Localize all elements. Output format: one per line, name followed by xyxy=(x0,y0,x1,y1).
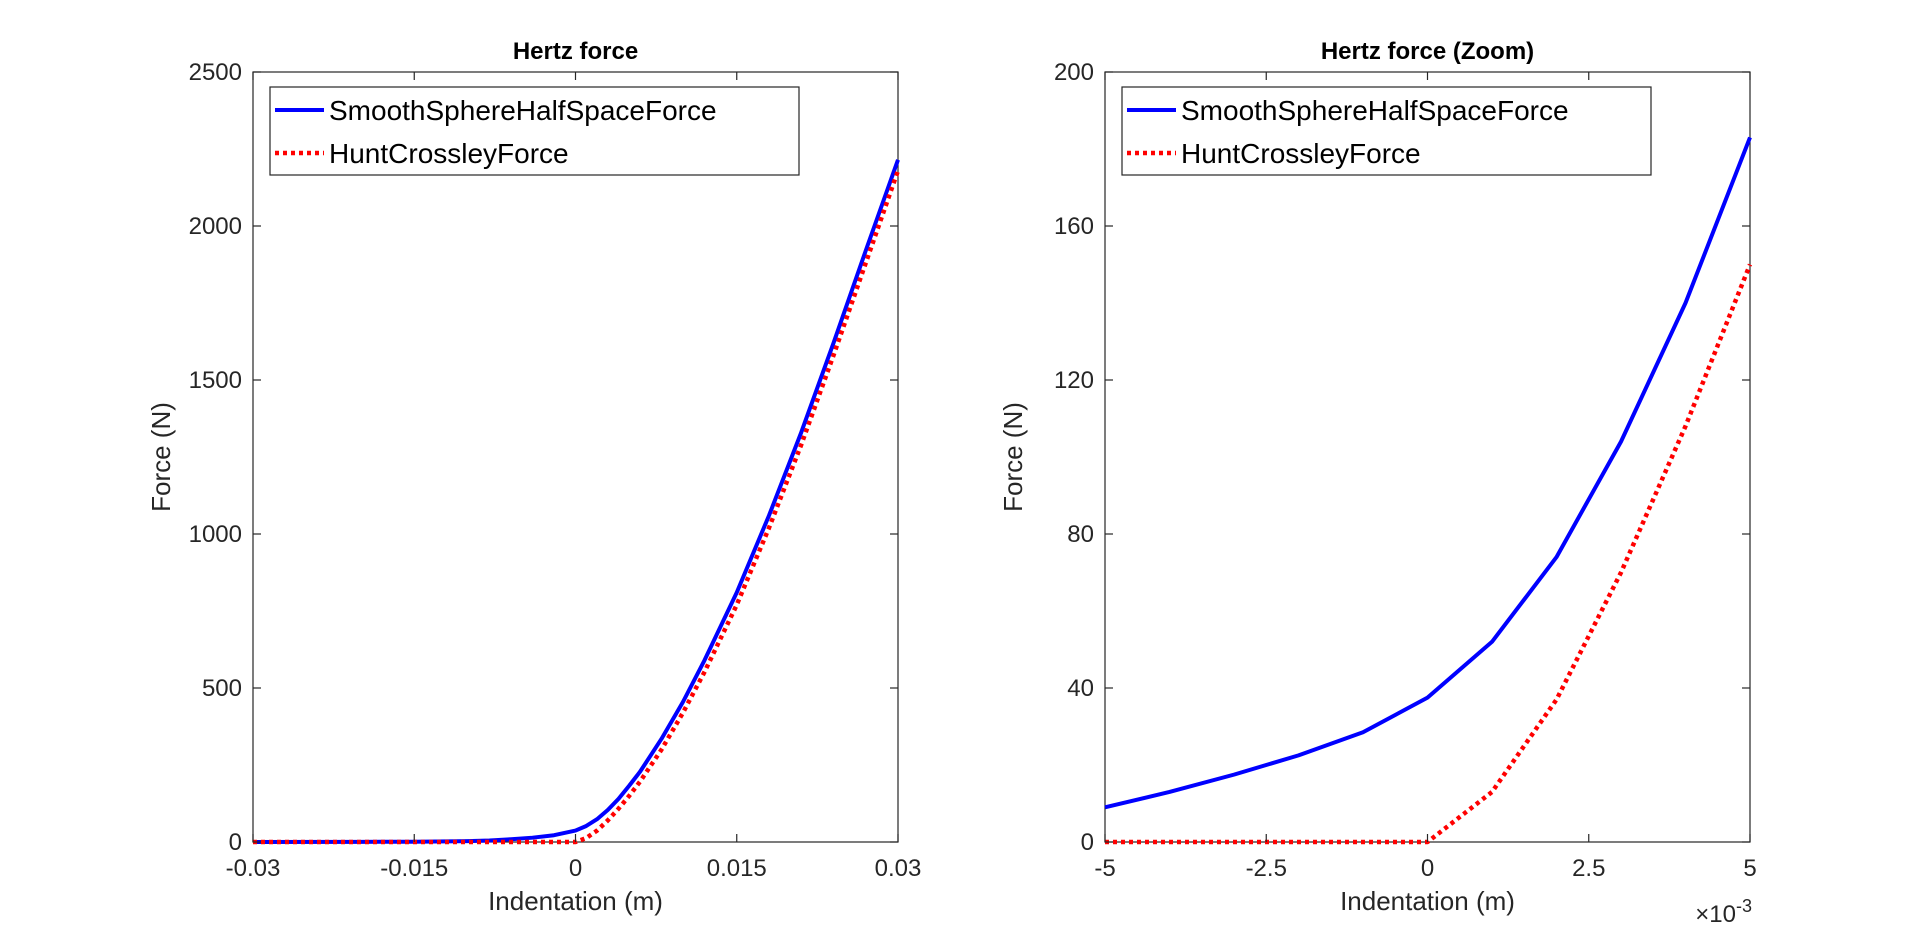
chart-1-y-tick-label: 1000 xyxy=(189,521,242,548)
chart-2-y-tick-label: 200 xyxy=(1054,59,1094,86)
chart-1: -0.03 -0.015 0 0.015 0.03 0 500 1000 1500 2000 250… xyxy=(146,38,921,916)
chart-1-legend-label-hunt-crossley: HuntCrossleyForce xyxy=(329,138,569,169)
chart-2-title: Hertz force (Zoom) xyxy=(1321,38,1534,65)
chart-2-legend: SmoothSphereHalfSpaceForce HuntCrossleyFo… xyxy=(1121,86,1652,176)
chart-2-x-exponent: ×10-3 xyxy=(1695,896,1752,928)
chart-2-y-tick-label: 80 xyxy=(1067,521,1094,548)
chart-1-x-tick-label: 0.03 xyxy=(875,855,922,882)
chart-2-plot-area xyxy=(1104,71,1751,843)
chart-1-y-tick-label: 2000 xyxy=(189,213,242,240)
chart-1-y-axis-label: Force (N) xyxy=(146,402,176,512)
chart-1-x-tick-label: -0.03 xyxy=(226,855,281,882)
chart-2: -5 -2.5 0 2.5 5 0 40 80 120 160 200 Hertz force (Zo… xyxy=(998,38,1757,928)
chart-1-plot-area xyxy=(252,71,899,843)
chart-1-x-tick-label: 0 xyxy=(569,855,582,882)
chart-2-x-axis-label: Indentation (m) xyxy=(1340,886,1515,916)
chart-2-x-tick-label: 2.5 xyxy=(1572,855,1605,882)
chart-1-title: Hertz force xyxy=(513,38,638,65)
chart-2-legend-label-smooth-sphere: SmoothSphereHalfSpaceForce xyxy=(1181,95,1569,126)
chart-2-x-tick-label: -5 xyxy=(1094,855,1115,882)
chart-1-legend-label-smooth-sphere: SmoothSphereHalfSpaceForce xyxy=(329,95,717,126)
chart-2-legend-label-hunt-crossley: HuntCrossleyForce xyxy=(1181,138,1421,169)
chart-1-y-tick-label: 2500 xyxy=(189,59,242,86)
chart-1-legend: SmoothSphereHalfSpaceForce HuntCrossleyFo… xyxy=(269,86,800,176)
chart-2-x-tick-label: 5 xyxy=(1743,855,1756,882)
chart-2-y-tick-label: 120 xyxy=(1054,367,1094,394)
chart-2-y-tick-label: 160 xyxy=(1054,213,1094,240)
chart-1-y-tick-label: 500 xyxy=(202,675,242,702)
chart-1-x-axis-label: Indentation (m) xyxy=(488,886,663,916)
chart-2-x-tick-label: -2.5 xyxy=(1246,855,1287,882)
chart-1-x-tick-label: 0.015 xyxy=(707,855,767,882)
chart-1-y-tick-label: 1500 xyxy=(189,367,242,394)
chart-1-x-tick-label: -0.015 xyxy=(380,855,448,882)
chart-2-x-tick-label: 0 xyxy=(1421,855,1434,882)
chart-2-y-tick-label: 0 xyxy=(1081,829,1094,856)
chart-2-series-line-smooth-sphere xyxy=(1104,136,1752,810)
chart-2-legend-box xyxy=(1121,86,1652,176)
chart-2-y-axis-label: Force (N) xyxy=(998,402,1028,512)
chart-1-y-tick-label: 0 xyxy=(229,829,242,856)
chart-1-legend-box xyxy=(269,86,800,176)
chart-1-series-line-hunt-crossley xyxy=(253,169,901,845)
chart-2-y-tick-label: 40 xyxy=(1067,675,1094,702)
chart-1-series xyxy=(252,159,901,845)
